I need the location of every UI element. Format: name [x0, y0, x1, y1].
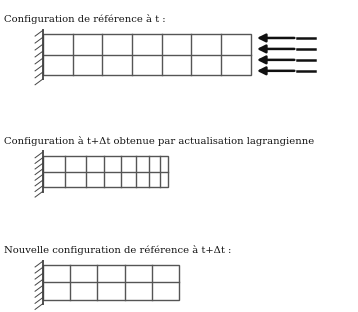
Bar	[43, 34, 251, 75]
Text: Configuration à t+Δt obtenue par actualisation lagrangienne: Configuration à t+Δt obtenue par actuali…	[4, 136, 314, 146]
Text: Configuration de référence à t :: Configuration de référence à t :	[4, 14, 165, 24]
Text: Nouvelle configuration de référence à t+Δt :: Nouvelle configuration de référence à t+…	[4, 245, 231, 255]
Bar	[43, 265, 179, 300]
Bar	[43, 156, 168, 187]
